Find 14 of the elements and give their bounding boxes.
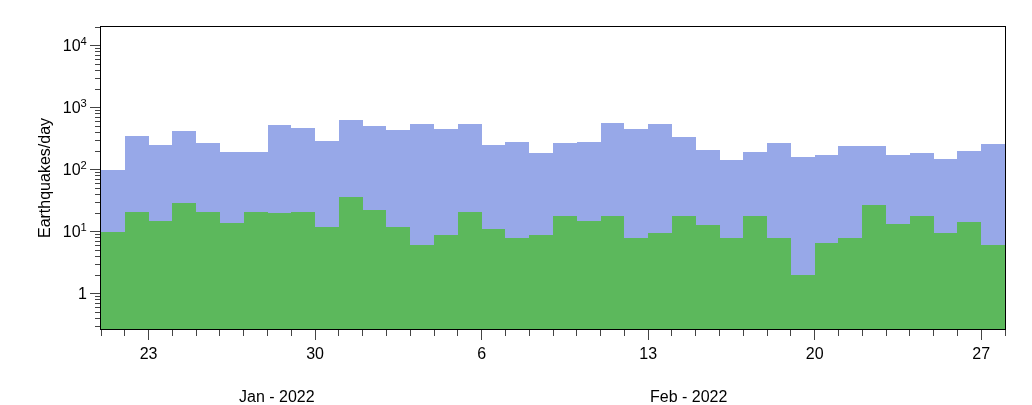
x-tick-label: 30 xyxy=(306,345,325,363)
y-tick-label: 10$^{1}$ xyxy=(62,220,87,241)
x-tick-label: 23 xyxy=(139,345,158,363)
y-tick-label: 10$^{2}$ xyxy=(62,158,87,179)
y-axis-title: Earthquakes/day xyxy=(35,117,53,239)
x-tick-label: 6 xyxy=(477,345,487,363)
y-tick-label: 10$^{3}$ xyxy=(62,96,87,117)
x-tick-label: 13 xyxy=(639,345,658,363)
x-tick-label: 27 xyxy=(972,345,991,363)
y-tick-label: 10$^{4}$ xyxy=(62,34,87,55)
text: Jan - 2022 xyxy=(239,388,315,405)
text: Feb - 2022 xyxy=(650,388,728,405)
x-tick-label: 20 xyxy=(805,345,824,363)
y-tick-label: 1 xyxy=(77,285,87,303)
